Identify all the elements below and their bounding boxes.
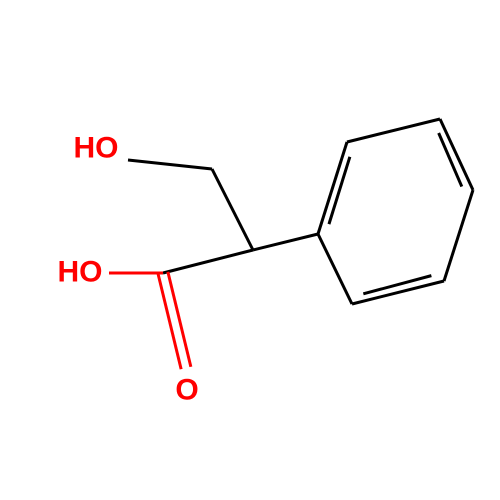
- bond-line: [168, 272, 191, 367]
- atom-label: HO: [74, 132, 119, 165]
- bond-line: [163, 250, 253, 273]
- bond-line: [318, 234, 352, 304]
- bond-line: [440, 119, 473, 190]
- bond-line: [253, 234, 318, 250]
- bond-line: [318, 142, 347, 234]
- bond-line: [158, 274, 181, 369]
- bond-line: [347, 119, 440, 142]
- atom-label: O: [175, 374, 198, 407]
- bond-line: [444, 190, 473, 281]
- bond-line: [128, 160, 212, 169]
- bond-line: [212, 169, 253, 250]
- atom-label: HO: [58, 256, 103, 289]
- molecule-diagram: HO HO O: [0, 0, 500, 500]
